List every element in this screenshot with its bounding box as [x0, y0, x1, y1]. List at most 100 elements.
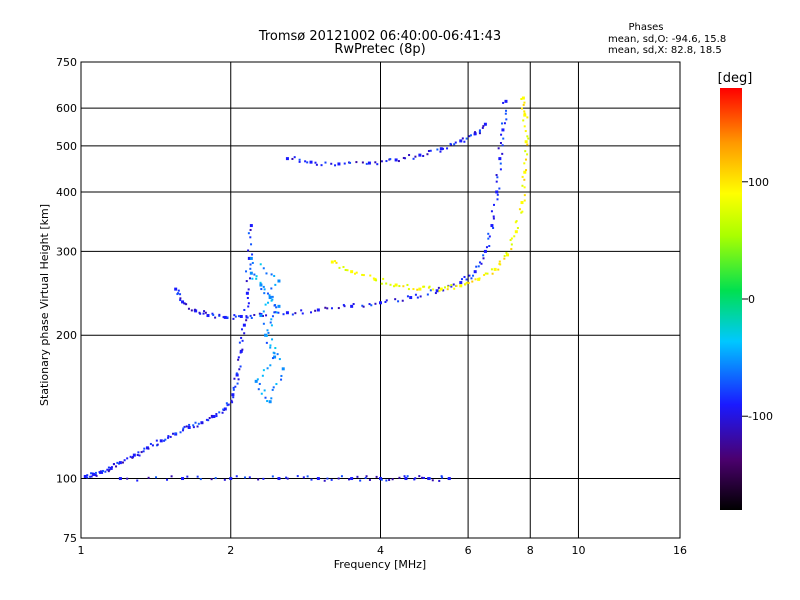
trace-point [118, 461, 122, 465]
trace-point [239, 314, 243, 318]
trace-point [234, 315, 237, 318]
trace-point [269, 364, 272, 367]
trace-point [495, 190, 499, 194]
trace-point [502, 101, 505, 104]
trace-point [199, 478, 202, 481]
trace-point [244, 476, 247, 479]
trace-point [214, 477, 217, 480]
trace-point [249, 236, 252, 239]
trace-point [264, 333, 268, 337]
trace-point [255, 277, 258, 280]
trace-point [498, 260, 501, 263]
trace-point [446, 288, 449, 291]
trace-point [474, 131, 477, 134]
trace-point [380, 282, 383, 285]
trace-point [293, 156, 296, 159]
trace-point [262, 322, 265, 325]
trace-point [468, 274, 471, 277]
trace-point [459, 281, 463, 285]
trace-point [343, 162, 346, 165]
trace-point [285, 157, 289, 161]
trace-point [394, 158, 398, 162]
trace-point [527, 137, 530, 140]
trace-point [260, 288, 263, 291]
trace-point [368, 478, 371, 481]
trace-point [212, 414, 216, 418]
trace-point [194, 309, 198, 313]
trace-point [403, 475, 406, 478]
trace-point [510, 237, 513, 240]
x-tick-label: 1 [78, 544, 85, 557]
trace-point [187, 425, 191, 429]
trace-point [367, 161, 371, 165]
trace-point [104, 470, 107, 473]
trace-point [201, 421, 204, 424]
trace-point [167, 435, 170, 438]
trace-point [268, 294, 271, 297]
trace-point [520, 107, 523, 110]
trace-point [249, 224, 253, 228]
trace-point [406, 295, 409, 298]
trace-point [418, 287, 422, 291]
trace-point [251, 277, 254, 280]
trace-point [245, 280, 248, 283]
trace-point [483, 122, 487, 126]
trace-point [267, 301, 270, 304]
trace-point [232, 388, 235, 391]
trace-point [222, 316, 225, 319]
trace-point [277, 304, 281, 308]
trace-point [116, 461, 119, 464]
trace-point [316, 477, 320, 481]
trace-point [467, 282, 470, 285]
trace-point [478, 277, 481, 280]
trace-point [450, 285, 453, 288]
trace-point [522, 103, 525, 106]
trace-point [421, 476, 424, 479]
trace-point [186, 475, 189, 478]
trace-point [291, 313, 294, 316]
trace-point [499, 168, 502, 171]
trace-point [247, 302, 250, 305]
trace-point [478, 130, 481, 133]
trace-point [374, 302, 377, 305]
trace-point [414, 477, 417, 480]
trace-point [223, 407, 227, 411]
trace-point [107, 470, 110, 473]
trace-point [337, 162, 341, 166]
trace-point [474, 278, 477, 281]
trace-point [334, 164, 337, 167]
trace-point [503, 257, 506, 260]
trace-point [498, 187, 501, 190]
trace-point [379, 301, 382, 305]
trace-point [179, 431, 182, 434]
trace-point [275, 383, 278, 386]
trace-point [185, 425, 188, 428]
trace-point [112, 463, 115, 466]
trace-point [265, 341, 268, 344]
trace-point [501, 144, 504, 147]
trace-point [265, 272, 268, 275]
trace-point [523, 178, 526, 181]
trace-point [269, 295, 272, 298]
trace-point [389, 283, 392, 286]
chart-subtitle: RwPretec (8p) [334, 42, 425, 57]
trace-point [259, 314, 263, 318]
trace-point [446, 147, 449, 150]
phases-heading: Phases [628, 22, 663, 33]
trace-point [320, 164, 323, 167]
trace-point [174, 287, 178, 291]
y-tick-label: 75 [63, 532, 77, 545]
trace-point [136, 479, 139, 482]
trace-point [503, 254, 506, 257]
trace-point [520, 201, 524, 205]
trace-point [418, 153, 422, 157]
trace-point [238, 368, 241, 371]
trace-point [271, 357, 274, 360]
trace-point [249, 271, 253, 275]
trace-point [198, 311, 201, 314]
trace-point [94, 471, 97, 474]
trace-point [273, 355, 277, 359]
trace-point [349, 161, 352, 164]
trace-point [277, 279, 281, 283]
trace-point [496, 193, 499, 196]
